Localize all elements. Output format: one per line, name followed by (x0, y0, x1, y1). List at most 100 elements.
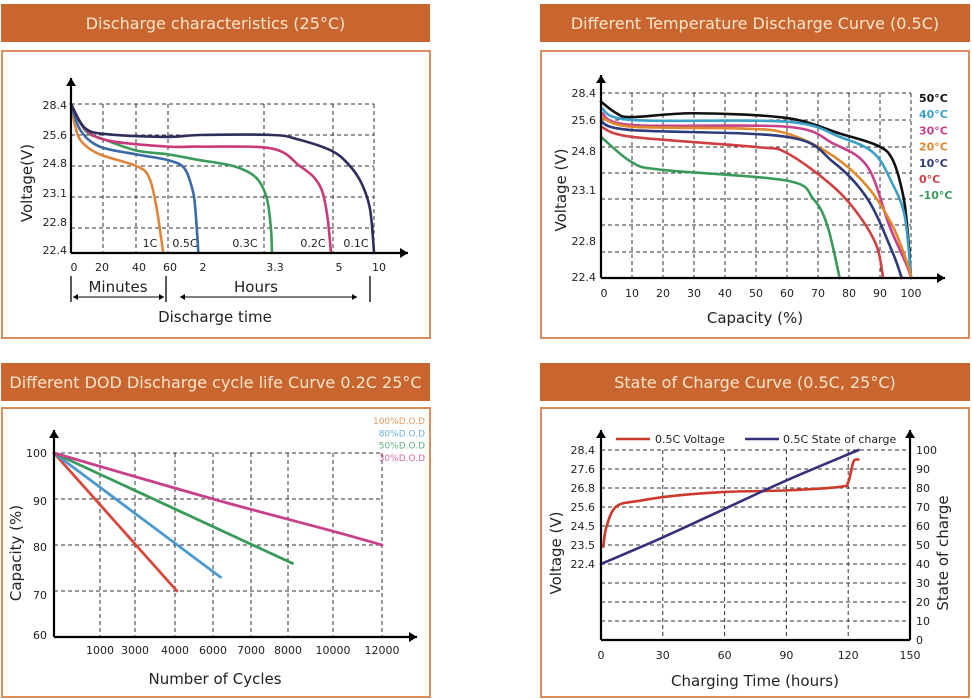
chart2-x-tick: 40 (718, 287, 732, 300)
chart3-legend-item: 100%D.O.D (373, 417, 425, 427)
chart3-x-tick: 10000 (316, 644, 351, 657)
chart4-y2-tick: 60 (916, 520, 930, 533)
chart2-y-tick: 22.8 (572, 235, 597, 248)
chart4-y2-tick: 100 (916, 444, 937, 457)
chart4-x-tick: 120 (838, 649, 859, 662)
chart4-xlabel: Charging Time (hours) (671, 672, 839, 690)
chart4-panel (540, 407, 970, 698)
chart1-y-tick: 22.4 (43, 244, 68, 257)
chart3-legend-item: 30%D.O.D (379, 454, 425, 464)
chart2-series-0-line (599, 100, 913, 280)
chart4-y2label: State of charge (934, 495, 952, 610)
chart3-y-tick: 80 (33, 541, 47, 554)
chart1-x-tick: 3.3 (266, 261, 284, 274)
chart1-ylabel: Voltage(V) (18, 144, 36, 222)
chart3-series-3-line (52, 451, 384, 547)
chart4-y2-tick: 70 (916, 501, 930, 514)
chart2-y-tick: 23.1 (572, 184, 597, 197)
chart2-panel (540, 50, 970, 339)
chart1-x-tick: 20 (95, 261, 109, 274)
chart1-y-tick: 24.8 (43, 157, 68, 170)
chart1-x-tick: 0 (71, 261, 78, 274)
chart3-ylabel: Capacity (%) (7, 505, 25, 601)
chart2-x-tick: 60 (780, 287, 794, 300)
chart3-legend-item: 80%D.O.D (379, 429, 425, 439)
chart1-minutes-label: Minutes (88, 278, 147, 296)
chart2-legend-item: 40°C (919, 108, 948, 121)
chart1-series-label: 0.2C (300, 237, 325, 250)
chart2-xlabel: Capacity (%) (707, 309, 803, 327)
chart2-legend-item: -10°C (919, 189, 952, 202)
chart4-y2-tick: 0 (916, 634, 923, 647)
chart4-y-tick: 22.4 (571, 558, 596, 571)
chart3-y-tick: 90 (33, 495, 47, 508)
chart2-series-1-line (599, 106, 913, 280)
chart3-y-tick: 70 (33, 589, 47, 602)
chart1-hours-label: Hours (234, 278, 278, 296)
chart2-legend-item: 50°C (919, 92, 948, 105)
chart2-series-4-line (599, 120, 903, 280)
chart1-x-tick: 40 (132, 261, 146, 274)
chart3-title: Different DOD Discharge cycle life Curve… (1, 363, 430, 401)
chart1-y-tick: 22.8 (43, 216, 68, 229)
chart1-x-tick: 60 (163, 261, 177, 274)
chart1-series-label: 0.5C (172, 237, 197, 250)
chart4-x-tick: 150 (900, 649, 921, 662)
chart2-x-axis-arrow-icon (937, 273, 945, 283)
chart4-y-tick: 25.6 (571, 501, 596, 514)
chart4-x-tick: 0 (598, 649, 605, 662)
chart2-y-tick: 25.6 (572, 114, 597, 127)
chart2-series-3-line (599, 115, 913, 280)
chart1-series-2-line (69, 102, 274, 255)
chart3-xlabel: Number of Cycles (148, 670, 281, 688)
chart3-x-tick: 1000 (86, 644, 114, 657)
chart1-x-tick: 2 (200, 261, 207, 274)
chart4-y-tick: 24.5 (571, 520, 596, 533)
chart2-x-tick: 30 (687, 287, 701, 300)
chart1-y-tick: 25.6 (43, 129, 68, 142)
chart1-series-0-line (69, 102, 165, 255)
chart2-x-tick: 20 (656, 287, 670, 300)
chart4-x-tick: 90 (779, 649, 793, 662)
chart3-legend-item: 50%D.O.D (379, 442, 425, 452)
chart1-panel (1, 50, 431, 339)
chart4-y2-tick: 20 (916, 596, 930, 609)
chart1-series-4-line (69, 102, 376, 255)
chart4-y-axis-arrow-icon (596, 430, 606, 438)
chart3-series-0-line (52, 451, 179, 593)
chart3-y-tick: 100 (26, 447, 47, 460)
chart2-y-tick: 24.8 (572, 145, 597, 158)
chart4-series-0-line (601, 458, 860, 549)
chart2-legend-item: 0°C (919, 173, 940, 186)
chart1-series-label: 0.3C (232, 237, 257, 250)
chart2-ylabel: Voltage (V) (552, 149, 570, 232)
chart2-series-2-line (599, 110, 913, 280)
chart3-x-axis-arrow-icon (409, 632, 417, 642)
chart3-x-tick: 12000 (365, 644, 400, 657)
chart1-x-tick: 10 (372, 261, 386, 274)
chart2-y-tick: 28.4 (572, 87, 597, 100)
chart3-series-1-line (52, 451, 222, 579)
chart4-legend-item: 0.5C Voltage (655, 433, 725, 446)
chart4-y2-axis-arrow-icon (905, 430, 915, 438)
chart2-legend-item: 20°C (919, 141, 948, 154)
chart4-y2-tick: 90 (916, 463, 930, 476)
chart2-x-tick: 80 (842, 287, 856, 300)
chart3-y-tick: 60 (33, 629, 47, 642)
chart2-x-tick: 10 (625, 287, 639, 300)
chart1-series-1-line (69, 102, 200, 255)
chart4-title: State of Charge Curve (0.5C, 25°C) (540, 363, 970, 401)
chart1-xlabel: Discharge time (158, 308, 272, 326)
chart1-title: Discharge characteristics (25°C) (1, 4, 430, 42)
chart4-y2-tick: 30 (916, 577, 930, 590)
chart1-series-3-line (69, 102, 333, 255)
chart3-y-axis-arrow-icon (49, 430, 59, 438)
chart4-ylabel: Voltage (V) (547, 512, 565, 595)
chart4-series-1-line (599, 448, 860, 566)
chart3-series-2-line (52, 451, 294, 565)
chart2-legend-item: 30°C (919, 124, 948, 137)
chart2-legend-item: 10°C (919, 157, 948, 170)
chart4-x-tick: 30 (656, 649, 670, 662)
chart2-x-tick: 90 (873, 287, 887, 300)
